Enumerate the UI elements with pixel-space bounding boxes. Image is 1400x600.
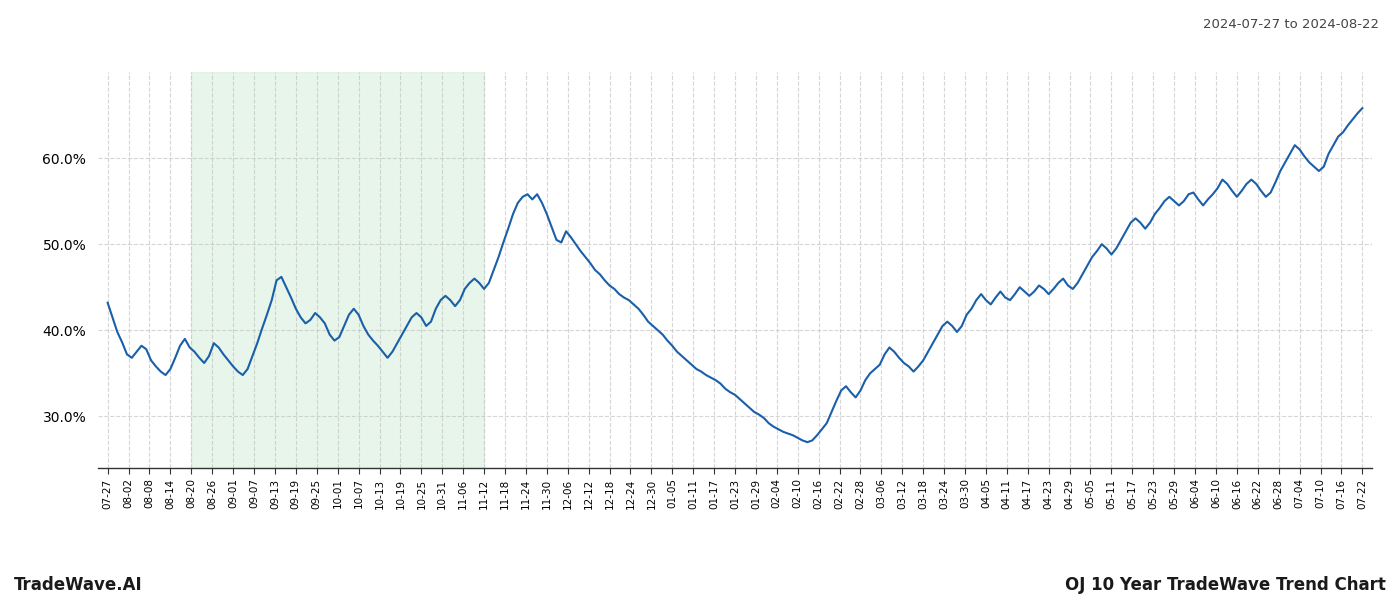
Text: OJ 10 Year TradeWave Trend Chart: OJ 10 Year TradeWave Trend Chart	[1065, 576, 1386, 594]
Text: 2024-07-27 to 2024-08-22: 2024-07-27 to 2024-08-22	[1203, 18, 1379, 31]
Text: TradeWave.AI: TradeWave.AI	[14, 576, 143, 594]
Bar	[192, 72, 484, 468]
